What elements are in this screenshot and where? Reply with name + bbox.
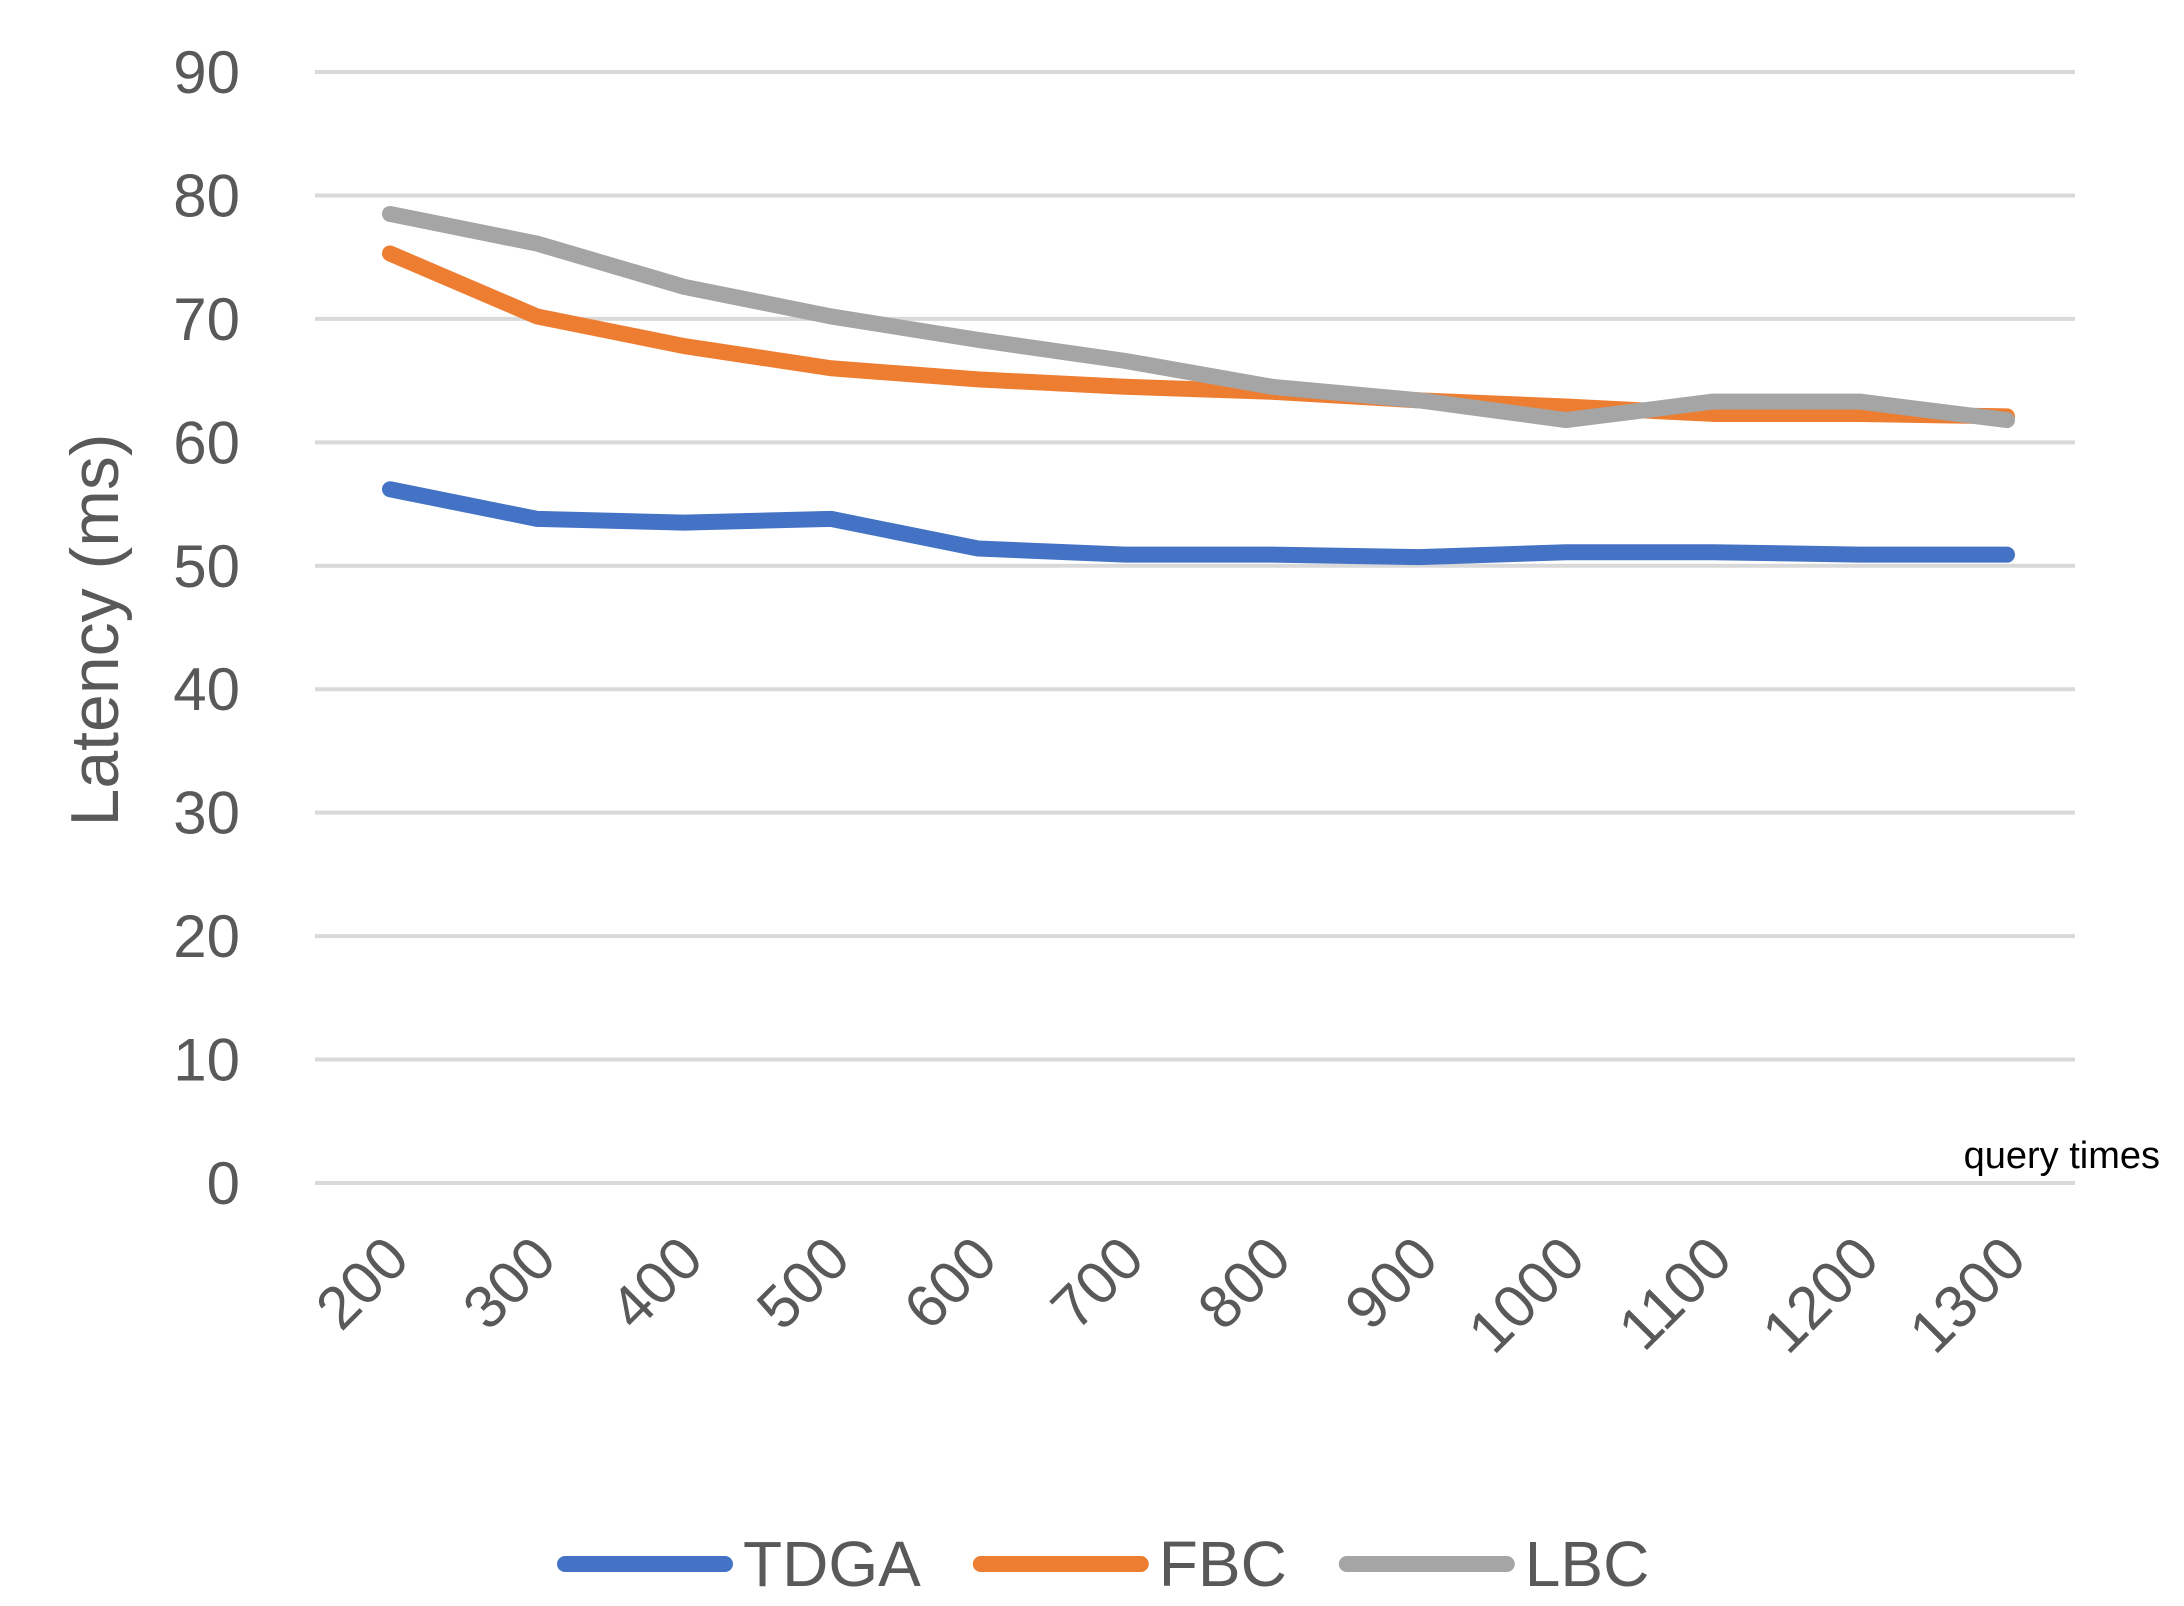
x-tick-label: 1200 [1749, 1224, 1891, 1366]
y-tick-label: 70 [173, 286, 240, 353]
series-line-fbc [382, 245, 2015, 425]
x-tick-label: 1300 [1896, 1224, 2038, 1366]
y-axis-title: Latency (ms) [57, 434, 133, 827]
x-tick-label: 800 [1185, 1224, 1303, 1342]
x-tick-label: 600 [891, 1224, 1009, 1342]
series-lines [382, 205, 2015, 566]
y-tick-label: 30 [173, 780, 240, 847]
legend: TDGA FBC LBC [557, 1528, 1650, 1600]
series-line-tdga [382, 481, 2015, 566]
gridlines [315, 70, 2075, 1185]
y-tick-label: 40 [173, 656, 240, 723]
x-tick-label: 700 [1038, 1224, 1156, 1342]
y-tick-label: 90 [173, 39, 240, 106]
x-tick-label: 900 [1332, 1224, 1450, 1342]
y-tick-label: 0 [207, 1150, 240, 1217]
x-tick-label: 200 [303, 1224, 421, 1342]
y-tick-label: 60 [173, 409, 240, 476]
y-tick-label: 20 [173, 903, 240, 970]
x-tick-label: 1000 [1455, 1224, 1597, 1366]
y-tick-label: 50 [173, 533, 240, 600]
x-tick-label: 500 [744, 1224, 862, 1342]
y-axis-ticks: 0 10 20 30 40 50 60 70 80 90 [173, 39, 240, 1217]
x-tick-label: 300 [450, 1224, 568, 1342]
legend-label-fbc: FBC [1159, 1528, 1287, 1600]
series-line-lbc [382, 205, 2015, 429]
y-tick-label: 80 [173, 162, 240, 229]
x-axis-title: query times [1964, 1135, 2160, 1177]
x-tick-label: 1100 [1606, 1224, 1745, 1363]
legend-label-tdga: TDGA [743, 1528, 921, 1600]
y-tick-label: 10 [173, 1027, 240, 1094]
x-axis-ticks: 200 300 400 500 600 700 800 900 1000 1100 1200 1300 [303, 1224, 2038, 1366]
legend-label-lbc: LBC [1525, 1528, 1650, 1600]
x-tick-label: 400 [597, 1224, 715, 1342]
